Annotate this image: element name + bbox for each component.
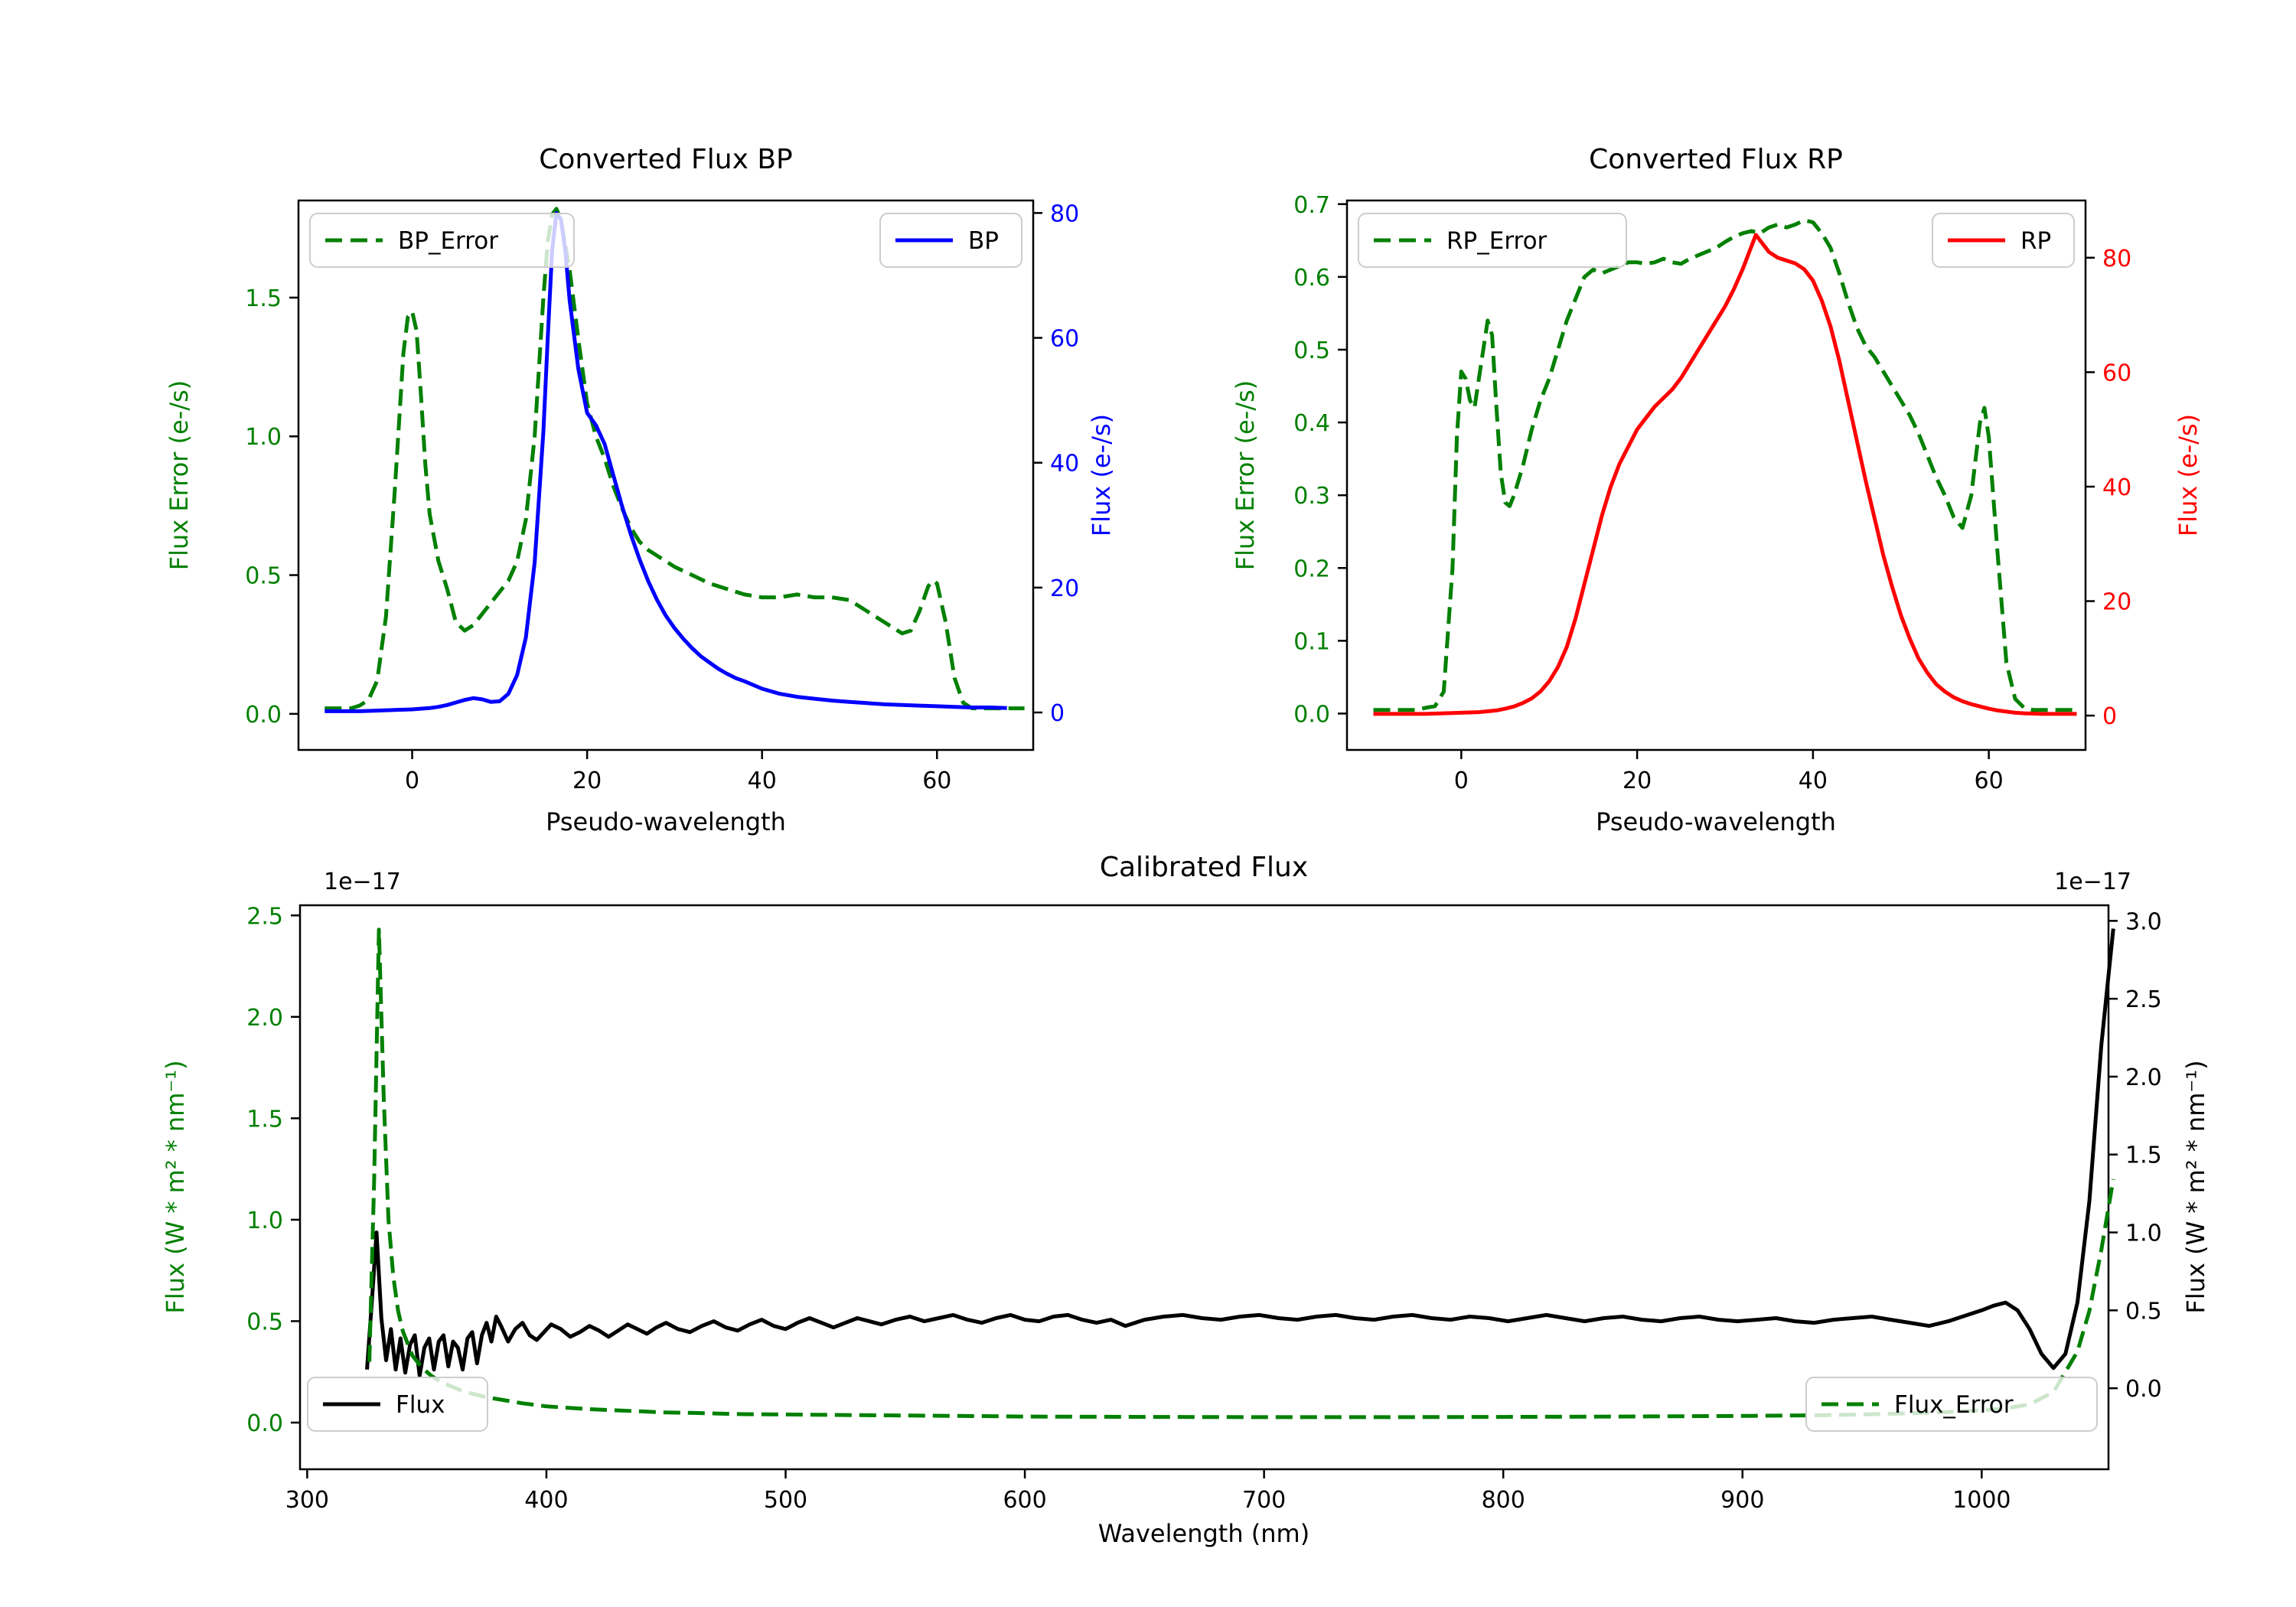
legend-label: BP_Error — [398, 227, 498, 255]
y-tick-label-left: 0.2 — [1293, 556, 1330, 582]
rp-xlabel: Pseudo-wavelength — [1596, 807, 1836, 836]
y-tick-label-right: 0.0 — [2125, 1376, 2162, 1403]
bp-error-series — [325, 207, 1025, 711]
cal-flux-legend: Flux — [307, 1377, 488, 1432]
y-tick-label-left: 1.5 — [246, 1106, 283, 1133]
y-tick-label-right: 3.0 — [2125, 908, 2162, 935]
rp-title: Converted Flux RP — [1589, 144, 1843, 175]
legend-frame — [1358, 213, 1627, 268]
rp-error-series — [1373, 218, 2077, 712]
cal-flux-series — [365, 928, 2115, 1378]
legend-frame — [309, 213, 575, 268]
x-tick-label: 20 — [572, 768, 602, 794]
x-tick-label: 0 — [405, 768, 419, 794]
y-tick-label-left: 0.5 — [246, 1309, 283, 1335]
y-tick-label-left: 0.4 — [1293, 410, 1330, 437]
bp-series — [325, 210, 1007, 713]
y-tick-label-right: 2.0 — [2125, 1064, 2162, 1091]
bp-xlabel: Pseudo-wavelength — [546, 807, 786, 836]
x-tick-label: 0 — [1454, 768, 1469, 794]
rp-frame — [1345, 199, 2087, 751]
y-tick-label-right: 1.0 — [2125, 1221, 2162, 1247]
y-tick-label-right: 2.5 — [2125, 986, 2162, 1013]
y-tick-label-right: 0.5 — [2125, 1298, 2162, 1325]
cal-frame — [298, 904, 2110, 1471]
bp-frame — [297, 199, 1035, 751]
rp-series — [1373, 233, 2077, 716]
y-tick-label-left: 1.5 — [245, 285, 282, 312]
x-tick-label: 1000 — [1952, 1487, 2011, 1514]
legend-frame — [307, 1377, 488, 1432]
cal-axes: 300 400 500 600 700 800 900 1000 0.0 0.5 1.0 1.5 2.0… — [246, 903, 2161, 1514]
x-tick-label: 20 — [1623, 768, 1652, 794]
y-tick-label-left: 0.5 — [1293, 337, 1330, 364]
legend-label: RP_Error — [1446, 227, 1548, 255]
y-tick-label-left: 0.0 — [245, 702, 282, 729]
y-tick-label-right: 0 — [1050, 700, 1065, 727]
rp-legend: RP — [1932, 213, 2075, 268]
y-tick-label-right: 20 — [2102, 589, 2131, 616]
rp-chart: 0 20 40 60 0.0 0.1 0.2 0.3 0.4 0.5 0.6 0.7 0 20 40 60 80… — [1231, 144, 2203, 836]
y-tick-label-left: 0.1 — [1293, 628, 1330, 655]
x-tick-label: 60 — [922, 768, 951, 794]
rp-ylabel-left: Flux Error (e-/s) — [1231, 380, 1260, 571]
cal-title: Calibrated Flux — [1100, 852, 1308, 883]
cal-xlabel: Wavelength (nm) — [1098, 1519, 1309, 1548]
bp-ylabel-left: Flux Error (e-/s) — [165, 380, 194, 571]
legend-label: Flux — [396, 1391, 445, 1419]
y-tick-label-right: 40 — [1050, 451, 1079, 478]
y-tick-label-left: 2.5 — [246, 903, 283, 930]
x-tick-label: 300 — [285, 1487, 329, 1514]
cal-offset-left: 1e−17 — [324, 869, 401, 895]
y-tick-label-left: 0.3 — [1293, 483, 1330, 510]
rp-error-legend: RP_Error — [1358, 213, 1627, 268]
y-tick-label-left: 1.0 — [245, 424, 282, 451]
cal-chart: 300 400 500 600 700 800 900 1000 0.0 0.5 1.0 1.5 2.0… — [161, 852, 2210, 1548]
y-tick-label-left: 0.6 — [1293, 265, 1330, 292]
cal-flux-error-series — [367, 927, 2115, 1420]
x-tick-label: 400 — [524, 1487, 568, 1514]
x-tick-label: 700 — [1242, 1487, 1286, 1514]
y-tick-label-right: 0 — [2102, 703, 2117, 730]
cal-offset-right: 1e−17 — [2054, 869, 2131, 895]
x-tick-label: 900 — [1720, 1487, 1764, 1514]
y-tick-label-right: 80 — [1050, 200, 1079, 227]
rp-ylabel-right: Flux (e-/s) — [2174, 414, 2203, 536]
x-tick-label: 40 — [1799, 768, 1828, 794]
cal-ylabel-left: Flux (W * m² * nm⁻¹) — [161, 1060, 190, 1313]
bp-legend: BP — [879, 213, 1022, 268]
legend-frame — [1805, 1377, 2098, 1432]
legend-label: BP — [968, 227, 999, 255]
legend-label: RP — [2020, 227, 2051, 255]
bp-axes: 0 20 40 60 0.0 0.5 1.0 1.5 0 20 40 60 80 — [245, 199, 1079, 794]
x-tick-label: 60 — [1975, 768, 2004, 794]
y-tick-label-left: 0.0 — [246, 1410, 283, 1437]
cal-flux-error-legend: Flux_Error — [1805, 1377, 2098, 1432]
bp-ylabel-right: Flux (e-/s) — [1087, 414, 1116, 536]
bp-chart: 0 20 40 60 0.0 0.5 1.0 1.5 0 20 40 60 80 Converted F… — [165, 144, 1116, 836]
y-tick-label-right: 60 — [1050, 326, 1079, 353]
y-tick-label-left: 0.7 — [1293, 192, 1330, 219]
y-tick-label-right: 20 — [1050, 575, 1079, 602]
y-tick-label-left: 1.0 — [246, 1208, 283, 1234]
x-tick-label: 500 — [764, 1487, 807, 1514]
y-tick-label-right: 40 — [2102, 474, 2131, 501]
y-tick-label-left: 0.0 — [1293, 701, 1330, 728]
y-tick-label-right: 80 — [2102, 246, 2131, 272]
y-tick-label-left: 2.0 — [246, 1005, 283, 1032]
x-tick-label: 40 — [748, 768, 777, 794]
legend-label: Flux_Error — [1894, 1391, 2014, 1419]
x-tick-label: 800 — [1482, 1487, 1525, 1514]
y-tick-label-left: 0.5 — [245, 563, 282, 590]
bp-title: Converted Flux BP — [539, 144, 792, 175]
cal-ylabel-right: Flux (W * m² * nm⁻¹) — [2181, 1060, 2210, 1313]
y-tick-label-right: 60 — [2102, 360, 2131, 386]
y-tick-label-right: 1.5 — [2125, 1143, 2162, 1169]
rp-axes: 0 20 40 60 0.0 0.1 0.2 0.3 0.4 0.5 0.6 0.7 0 20 40 60 80 — [1293, 192, 2131, 794]
bp-error-legend: BP_Error — [309, 213, 575, 268]
x-tick-label: 600 — [1003, 1487, 1046, 1514]
